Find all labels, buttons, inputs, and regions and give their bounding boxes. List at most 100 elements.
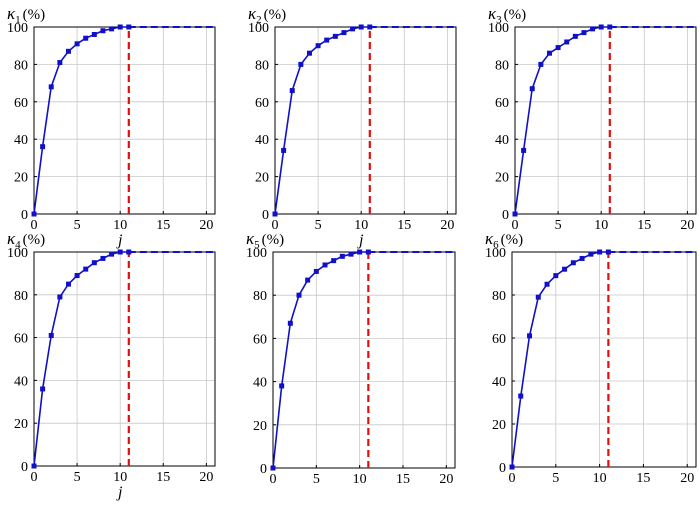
y-tick-label: 40 — [14, 133, 28, 148]
data-point — [553, 273, 559, 279]
y-tick-label: 20 — [14, 171, 28, 186]
data-point — [588, 251, 594, 257]
data-point — [40, 144, 46, 150]
data-point — [564, 39, 570, 45]
plot-area — [275, 27, 456, 214]
x-tick-label: 5 — [315, 218, 322, 233]
y-tick-label: 80 — [14, 58, 28, 73]
y-tick-label: 80 — [14, 289, 28, 304]
data-point — [350, 26, 356, 32]
y-tick-label: 20 — [253, 419, 267, 434]
x-tick-label: 15 — [636, 471, 650, 486]
y-tick-label: 60 — [14, 332, 28, 347]
data-point — [48, 84, 54, 90]
data-point — [324, 37, 330, 43]
data-point — [529, 86, 535, 92]
data-point — [607, 24, 613, 30]
data-point — [305, 277, 311, 283]
y-axis-label-subscript: 2 — [256, 14, 262, 26]
data-point — [74, 273, 80, 279]
y-tick-label: 60 — [492, 332, 506, 347]
y-axis-label-subscript: 6 — [493, 239, 499, 251]
data-point — [322, 262, 328, 268]
x-tick-label: 20 — [439, 472, 453, 487]
plot-area — [512, 252, 696, 467]
data-point — [570, 260, 576, 266]
y-tick-label: 0 — [502, 208, 509, 223]
data-point — [358, 24, 364, 30]
data-point — [572, 33, 578, 39]
data-point — [521, 147, 527, 153]
y-tick-label: 100 — [246, 246, 267, 261]
x-tick-label: 15 — [156, 218, 170, 233]
y-tick-label: 80 — [255, 58, 269, 73]
data-point — [272, 211, 278, 217]
data-point — [270, 465, 276, 471]
y-axis-label-unit: (%) — [504, 7, 527, 23]
y-tick-label: 100 — [488, 21, 509, 36]
y-tick-label: 0 — [260, 462, 267, 477]
y-axis-label-symbol: κ — [246, 229, 255, 248]
y-tick-label: 100 — [7, 246, 28, 261]
data-point — [40, 386, 46, 392]
data-point — [512, 211, 518, 217]
x-tick-label: 15 — [637, 218, 651, 233]
x-tick-label: 10 — [353, 472, 367, 487]
y-axis-label: κ3 (%) — [488, 4, 526, 26]
x-tick-label: 0 — [512, 218, 519, 233]
x-tick-label: 5 — [74, 218, 81, 233]
x-tick-label: 15 — [396, 472, 410, 487]
y-axis-label-subscript: 1 — [15, 14, 21, 26]
y-tick-label: 20 — [495, 171, 509, 186]
y-tick-label: 100 — [485, 246, 506, 261]
y-axis-label-unit: (%) — [264, 7, 287, 23]
data-point — [590, 26, 596, 32]
x-axis-label: j — [116, 484, 123, 501]
plot-area — [34, 252, 215, 466]
data-point — [315, 43, 321, 49]
x-tick-label: 0 — [31, 470, 38, 485]
data-point — [581, 30, 587, 36]
y-axis-label-subscript: 3 — [496, 14, 502, 26]
data-point — [31, 211, 37, 217]
data-point — [65, 48, 71, 54]
data-point — [48, 332, 54, 338]
data-point — [109, 251, 115, 257]
data-point — [605, 249, 611, 255]
y-axis-label-symbol: κ — [485, 229, 494, 248]
y-tick-label: 0 — [499, 461, 506, 476]
y-tick-label: 40 — [253, 376, 267, 391]
y-axis-label-unit: (%) — [262, 232, 285, 248]
y-axis-label-symbol: κ — [7, 229, 16, 248]
y-axis-label-symbol: κ — [248, 4, 257, 23]
y-tick-label: 20 — [255, 171, 269, 186]
data-point — [74, 41, 80, 47]
y-tick-label: 40 — [14, 374, 28, 389]
data-point — [91, 260, 97, 266]
y-tick-label: 0 — [21, 208, 28, 223]
data-point — [109, 26, 115, 32]
data-point — [546, 50, 552, 56]
y-tick-label: 60 — [14, 96, 28, 111]
data-point — [31, 463, 37, 469]
y-axis-label-subscript: 5 — [254, 239, 260, 251]
y-axis-label-unit: (%) — [23, 232, 46, 248]
data-point — [57, 294, 63, 300]
data-point — [332, 33, 338, 39]
y-tick-label: 80 — [495, 58, 509, 73]
y-tick-label: 100 — [248, 21, 269, 36]
y-axis-label: κ1 (%) — [7, 4, 45, 26]
data-point — [65, 281, 71, 287]
y-tick-label: 20 — [14, 417, 28, 432]
data-point — [306, 50, 312, 56]
data-point — [289, 88, 295, 94]
y-tick-label: 20 — [492, 418, 506, 433]
x-tick-label: 20 — [680, 471, 694, 486]
y-axis-label: κ2 (%) — [248, 4, 286, 26]
data-point — [83, 35, 89, 41]
